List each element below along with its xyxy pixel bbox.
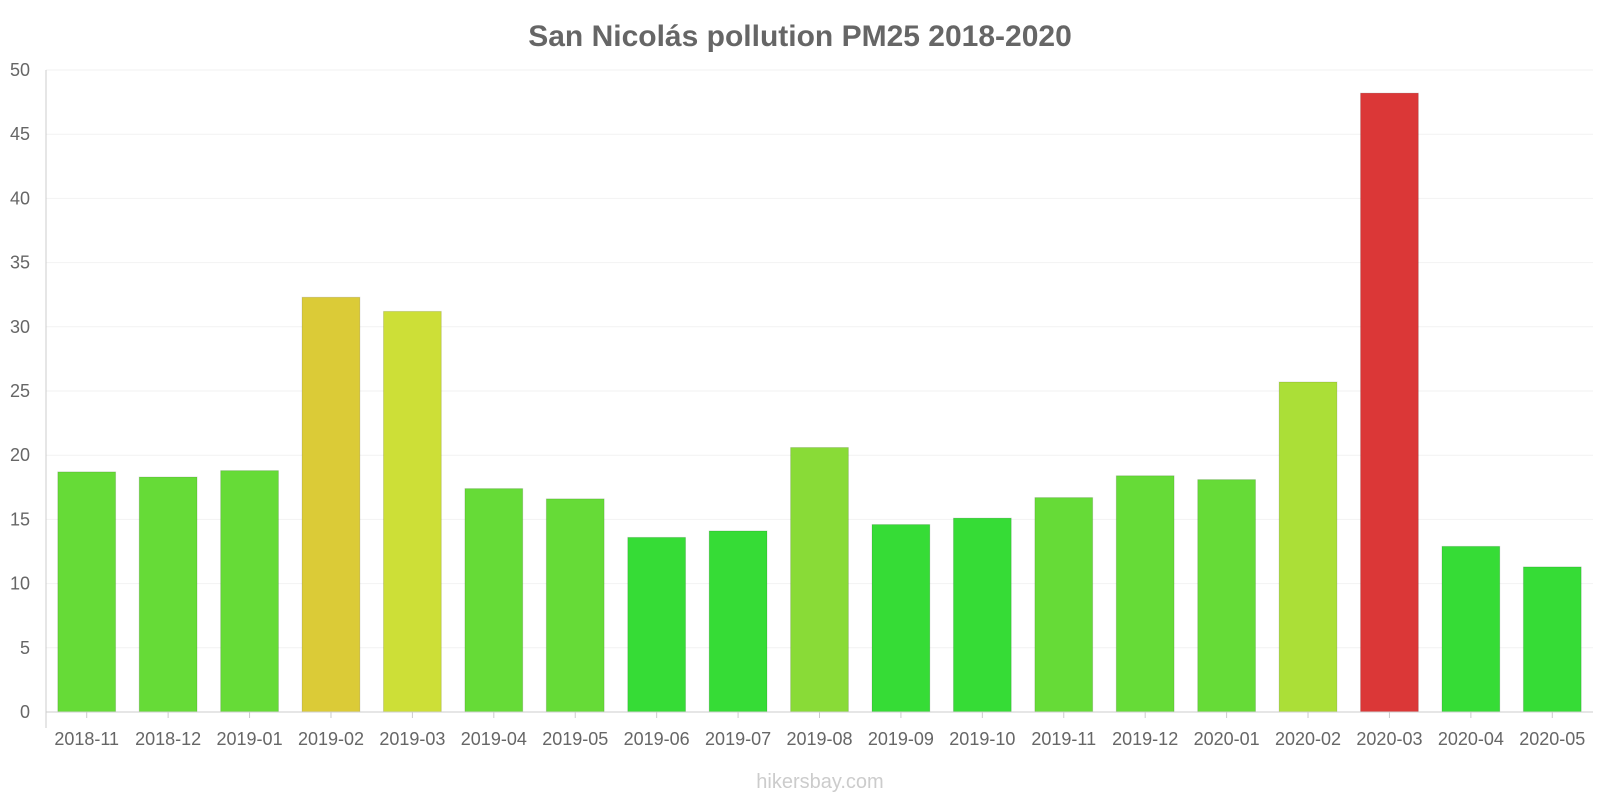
x-tick-label: 2019-03: [379, 729, 445, 749]
bar-2019-06[interactable]: [627, 536, 687, 713]
chart-title: San Nicolás pollution PM25 2018-2020: [528, 20, 1072, 53]
bar-2019-01[interactable]: [220, 470, 279, 713]
y-tick-label: 45: [10, 124, 30, 144]
y-tick-label: 25: [10, 381, 30, 401]
bar-2020-02[interactable]: [1278, 381, 1338, 713]
bar-2019-03[interactable]: [382, 310, 442, 713]
bar-2020-01[interactable]: [1197, 479, 1257, 713]
bar-2020-05[interactable]: [1522, 566, 1582, 713]
x-tick-label: 2019-12: [1112, 729, 1178, 749]
credit-watermark[interactable]: hikersbay.com: [756, 771, 883, 793]
x-tick-label: 2020-03: [1356, 729, 1422, 749]
x-tick-label: 2020-01: [1194, 729, 1260, 749]
bar-2019-07[interactable]: [708, 530, 768, 713]
x-tick-label: 2019-10: [949, 729, 1015, 749]
bar-2018-11[interactable]: [57, 471, 117, 713]
y-tick-labels: 0 5 10 15 20 25 30 35 40 45 50: [10, 60, 30, 722]
bar-2019-04[interactable]: [464, 488, 524, 713]
x-tick-label: 2019-05: [542, 729, 608, 749]
x-tick-label: 2019-02: [298, 729, 364, 749]
x-tick-label: 2019-06: [624, 729, 690, 749]
x-tick-label: 2018-12: [135, 729, 201, 749]
bar-2019-09[interactable]: [871, 524, 931, 713]
x-tick-label: 2020-05: [1519, 729, 1585, 749]
x-tick-label: 2019-04: [461, 729, 527, 749]
x-tick-label: 2020-02: [1275, 729, 1341, 749]
x-tick-labels: 2018-11 2018-12 2019-01 2019-02 2019-03 2019-…: [54, 712, 1585, 749]
bars: [57, 92, 1582, 713]
x-tick-label: 2018-11: [54, 729, 119, 749]
x-tick-label: 2020-04: [1438, 729, 1504, 749]
y-tick-label: 40: [10, 188, 30, 208]
bar-2019-08[interactable]: [790, 446, 849, 713]
y-tick-label: 5: [20, 638, 30, 658]
bar-2019-02[interactable]: [301, 296, 361, 713]
bar-2018-12[interactable]: [138, 476, 198, 713]
x-tick-label: 2019-01: [217, 729, 283, 749]
bar-2020-04[interactable]: [1441, 545, 1501, 713]
x-tick-label: 2019-08: [786, 729, 852, 749]
y-tick-label: 35: [10, 253, 30, 273]
y-tick-label: 50: [10, 60, 30, 80]
y-tick-label: 10: [10, 574, 30, 594]
bar-2019-10[interactable]: [952, 517, 1012, 713]
x-tick-label: 2019-09: [868, 729, 934, 749]
y-tick-label: 20: [10, 445, 30, 465]
bar-2019-11[interactable]: [1034, 497, 1094, 713]
bar-2019-12[interactable]: [1115, 475, 1175, 713]
bar-2019-05[interactable]: [545, 498, 605, 713]
y-tick-label: 15: [10, 509, 30, 529]
bar-2020-03[interactable]: [1360, 92, 1419, 713]
x-tick-label: 2019-07: [705, 729, 771, 749]
y-tick-label: 0: [20, 702, 30, 722]
y-tick-label: 30: [10, 317, 30, 337]
x-tick-label: 2019-11: [1031, 729, 1096, 749]
